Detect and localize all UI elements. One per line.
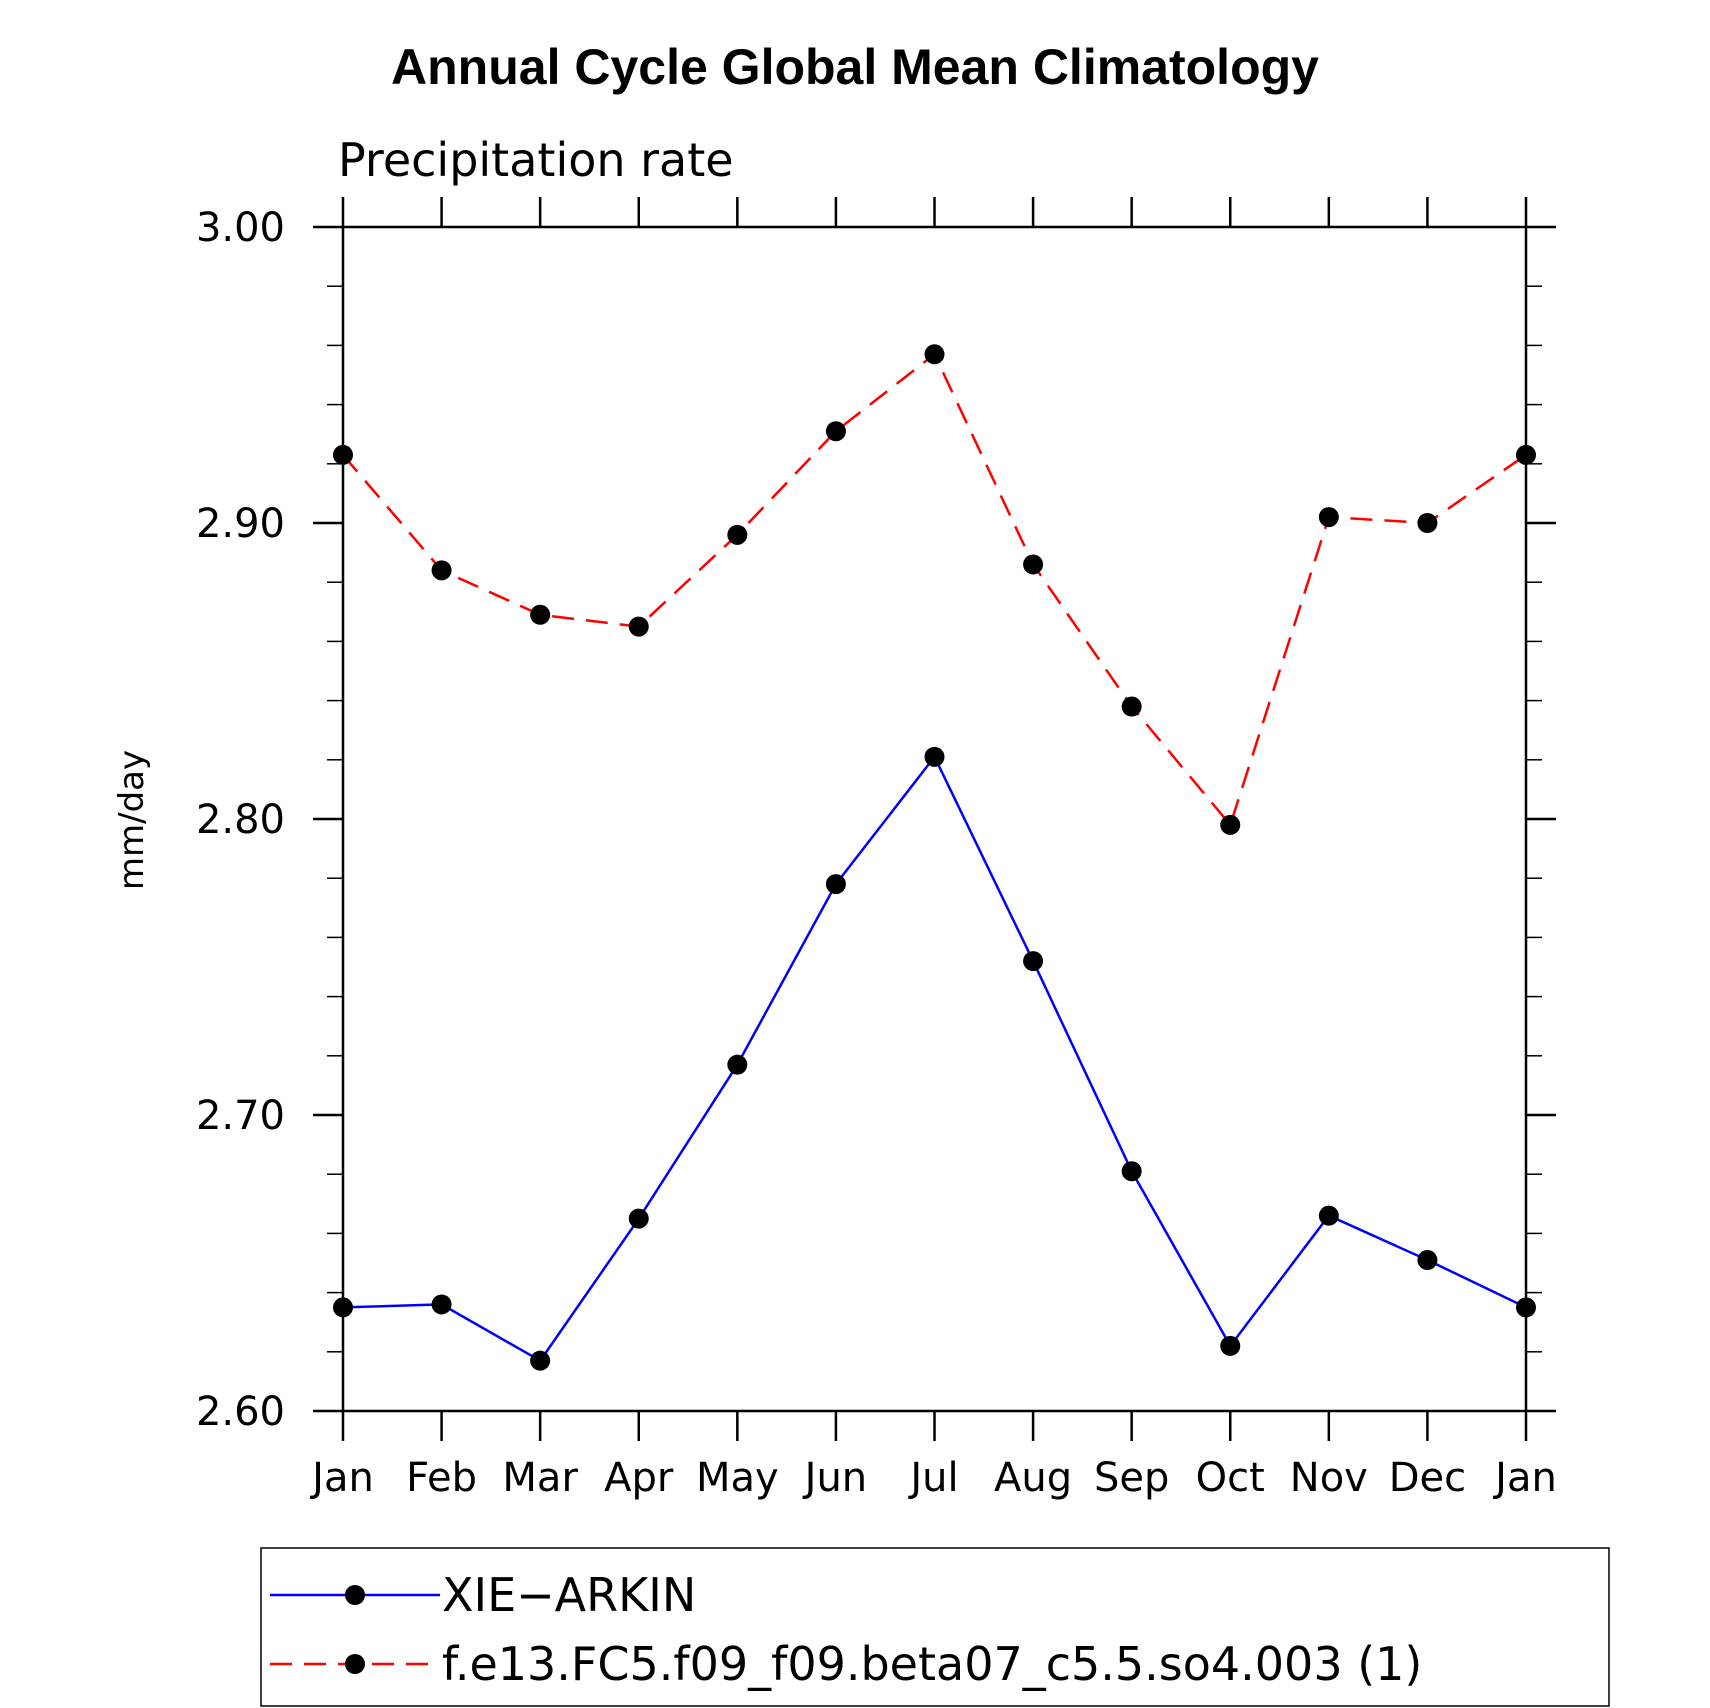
x-tick-label: Oct [1196, 1455, 1265, 1501]
x-tick-label: Nov [1290, 1455, 1368, 1501]
series-1-point [825, 874, 846, 895]
x-tick-label: Apr [604, 1455, 674, 1501]
series-1-point [924, 746, 945, 767]
x-tick-label: Jul [907, 1455, 958, 1501]
x-tick-label: Sep [1094, 1455, 1169, 1501]
series-2-point [333, 444, 353, 465]
series-2-point [530, 604, 551, 625]
series-1-point [1417, 1250, 1438, 1271]
series-2-point [825, 421, 846, 442]
x-tick-label: Aug [994, 1455, 1072, 1501]
x-tick-label: Jan [309, 1455, 374, 1501]
legend: XIE−ARKIN f.e13.FC5.f09_f09.beta07_c5.5.s… [260, 1547, 1610, 1707]
series-1-point [1220, 1335, 1241, 1356]
x-tick-label: Dec [1389, 1455, 1466, 1501]
series-2-point [1220, 814, 1241, 835]
y-tick-label: 2.80 [196, 797, 285, 843]
x-tick-label: Mar [502, 1455, 578, 1501]
x-tick-labels: Jan Feb Mar Apr May Jun Jul Aug Sep Oct Nov Dec Jan [309, 1455, 1557, 1501]
series-1-point [431, 1294, 452, 1315]
series-2-point [628, 616, 649, 637]
chart-subtitle: Precipitation rate [338, 133, 734, 187]
y-tick-label: 2.70 [196, 1093, 285, 1139]
series-2-point [1023, 554, 1044, 575]
y-tick-label: 3.00 [196, 205, 285, 251]
series-2-point [924, 344, 945, 365]
series-2-point [1516, 444, 1536, 465]
series-2-point [1121, 696, 1142, 717]
plot-frame [341, 225, 1528, 1413]
y-tick-labels: 2.60 2.70 2.80 2.90 3.00 [196, 205, 285, 1435]
legend-marker-1 [345, 1585, 365, 1605]
x-tick-label: Feb [406, 1455, 477, 1501]
series-1-point [530, 1350, 551, 1371]
series-line-1 [342, 754, 1527, 1363]
series-1-point [1023, 951, 1044, 972]
y-tick-label: 2.90 [196, 501, 285, 547]
series-markers [333, 344, 1536, 1371]
series-1-point [333, 1297, 353, 1318]
series-1-point [1318, 1205, 1339, 1226]
x-tick-label: Jan [1492, 1455, 1557, 1501]
legend-label-1: XIE−ARKIN [442, 1568, 696, 1622]
legend-marker-2 [345, 1654, 365, 1674]
x-tick-label: May [696, 1455, 779, 1501]
series-1-point [1121, 1161, 1142, 1182]
series-lines [342, 352, 1527, 1363]
chart-title: Annual Cycle Global Mean Climatology [391, 39, 1319, 95]
y-tick-label: 2.60 [196, 1389, 285, 1435]
series-2-point [727, 524, 748, 545]
legend-box [260, 1547, 1610, 1707]
series-2-point [431, 560, 452, 581]
series-2-point [1318, 507, 1339, 528]
series-1-point [628, 1208, 649, 1229]
x-tick-label: Jun [802, 1455, 868, 1501]
series-1-point [1516, 1297, 1536, 1318]
legend-label-2: f.e13.FC5.f09_f09.beta07_c5.5.so4.003 (1… [442, 1637, 1422, 1691]
series-2-point [1417, 513, 1438, 533]
axis-ticks [313, 197, 1556, 1441]
y-axis-label: mm/day [112, 750, 152, 890]
series-1-point [727, 1054, 748, 1075]
